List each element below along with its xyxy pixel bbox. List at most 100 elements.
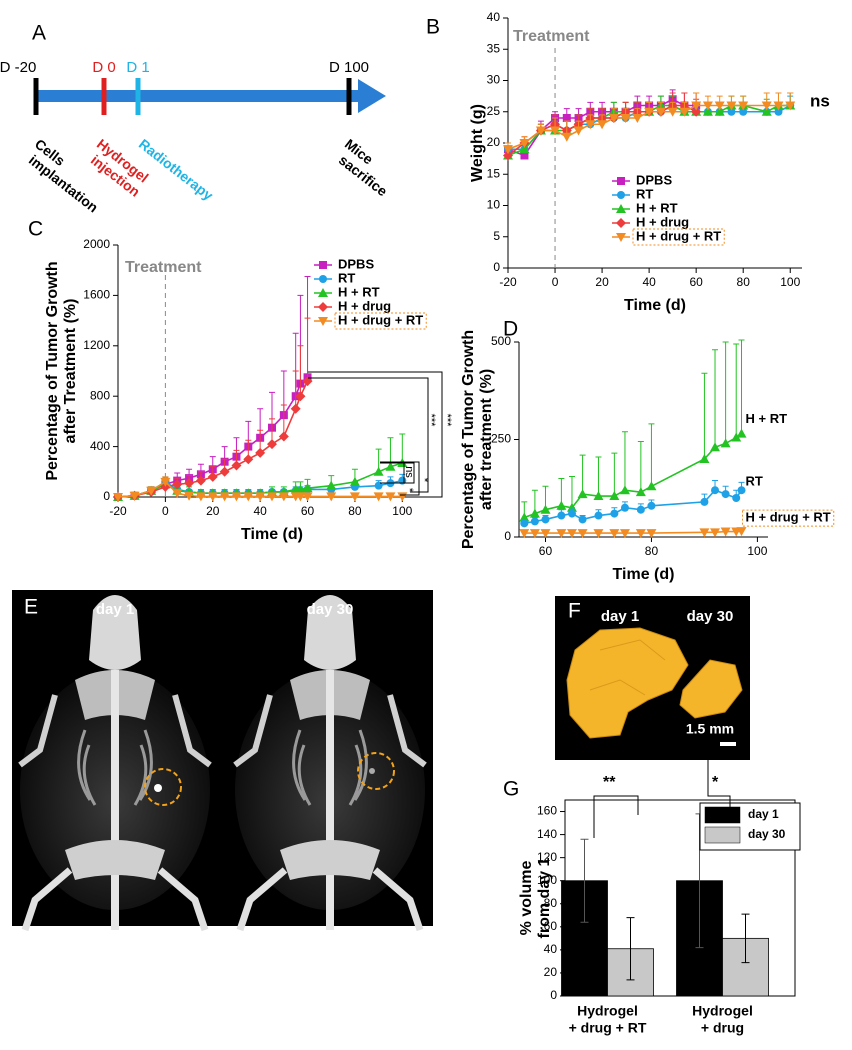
marker	[785, 101, 796, 111]
x-tick-label: 60	[539, 544, 553, 558]
marker	[519, 144, 530, 154]
error-bar	[297, 345, 304, 397]
marker	[519, 139, 530, 148]
marker	[710, 528, 721, 538]
error-bar	[611, 452, 618, 497]
legend-highlight	[334, 312, 427, 330]
y-tick-label: 30	[487, 73, 501, 87]
series-line	[117, 480, 403, 498]
x-tick-label: 80	[737, 275, 751, 289]
significance-bracket	[308, 377, 429, 493]
marker	[609, 529, 620, 539]
legend-marker	[319, 275, 327, 283]
marker	[726, 101, 737, 111]
marker	[700, 497, 709, 506]
marker	[231, 492, 242, 502]
x-tick-label: 100	[780, 275, 800, 289]
legend-label: H + RT	[636, 200, 678, 215]
marker	[349, 492, 360, 502]
marker	[373, 466, 384, 476]
tumor-spot	[154, 784, 162, 792]
tumor-render	[679, 659, 743, 719]
marker	[620, 503, 629, 512]
marker	[593, 529, 604, 539]
marker	[349, 476, 360, 486]
render-label: day 1	[601, 608, 639, 625]
x-tick-label: + drug + RT	[569, 1020, 647, 1036]
y-tick-label: 0	[493, 260, 500, 274]
marker	[519, 529, 530, 539]
marker	[636, 505, 645, 514]
marker	[720, 438, 731, 448]
x-tick-label: 80	[645, 544, 659, 558]
y-tick-label: 160	[537, 804, 557, 818]
annotation: ns	[810, 91, 830, 110]
marker	[773, 101, 784, 111]
marker	[267, 492, 277, 502]
x-tick-label: 80	[348, 504, 362, 518]
marker	[243, 454, 254, 465]
marker	[160, 477, 171, 487]
marker	[326, 480, 337, 490]
marker	[738, 101, 749, 111]
significance-bracket	[593, 795, 639, 838]
series-line	[507, 104, 697, 157]
y-axis-label: after Treatment (%)	[62, 299, 79, 444]
annotation: ns	[403, 466, 415, 478]
marker	[567, 509, 576, 518]
y-tick-label: 10	[487, 198, 501, 212]
marker	[646, 529, 657, 539]
marker	[385, 492, 396, 502]
x-tick-label: 0	[552, 275, 559, 289]
timeline-tick	[33, 78, 39, 115]
legend-swatch	[704, 806, 741, 824]
tumor-circle	[144, 768, 182, 806]
render-label: day 30	[687, 608, 734, 625]
marker	[184, 491, 195, 501]
marker	[691, 106, 702, 117]
marker	[267, 439, 277, 450]
marker	[207, 492, 218, 502]
marker	[646, 481, 657, 491]
x-tick-label: 40	[642, 275, 656, 289]
error-bar	[621, 431, 628, 491]
x-tick-label: 100	[747, 544, 767, 558]
y-tick-label: 120	[537, 850, 557, 864]
error-bar	[722, 341, 729, 444]
marker	[295, 391, 306, 402]
y-axis-label: from day 1	[536, 857, 553, 938]
marker	[566, 529, 577, 539]
legend-swatch	[704, 826, 741, 844]
marker	[113, 493, 123, 502]
legend-marker	[617, 191, 625, 199]
marker	[594, 511, 603, 520]
y-tick-label: 1600	[83, 288, 110, 302]
marker	[530, 517, 539, 526]
marker	[520, 151, 529, 160]
y-tick-label: 2000	[83, 237, 110, 251]
x-tick-label: 20	[595, 275, 609, 289]
annotation: ***	[425, 414, 437, 428]
marker	[550, 126, 561, 136]
x-tick-label: -20	[499, 275, 517, 289]
marker	[761, 101, 772, 111]
marker	[714, 101, 725, 111]
panel-letter: C	[28, 218, 43, 241]
legend-highlight	[632, 228, 725, 246]
timeline-tick	[346, 78, 352, 115]
series-line	[524, 489, 743, 525]
legend-marker	[318, 317, 328, 326]
error-bar	[579, 454, 586, 495]
marker	[195, 475, 206, 486]
y-tick-label: 15	[487, 166, 501, 180]
x-axis-label: Time (d)	[241, 526, 303, 543]
legend-marker	[318, 302, 328, 312]
timeline-bar	[35, 90, 360, 102]
marker	[578, 515, 587, 524]
significance-bracket	[707, 748, 731, 810]
legend-label: H + drug + RT	[636, 228, 721, 243]
marker	[620, 114, 631, 123]
y-tick-label: 0	[103, 489, 110, 503]
x-tick-label: 100	[392, 504, 412, 518]
